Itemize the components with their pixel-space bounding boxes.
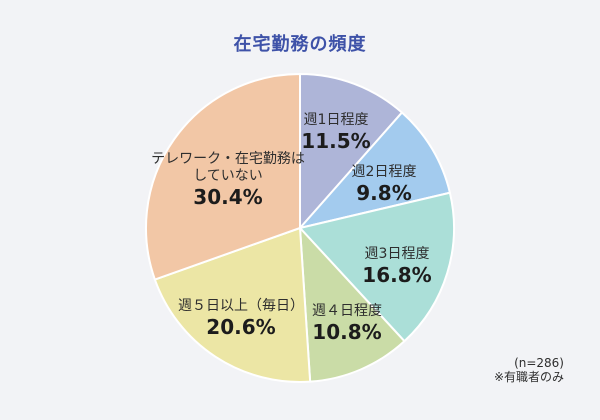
pie-slice-2 [299,191,455,343]
pie-slice-3 [299,227,406,383]
chart-note: (n=286) ※有職者のみ [494,356,564,384]
sample-size-note: (n=286) [514,356,564,370]
pie-slice-0 [299,73,403,229]
pie-slice-1 [299,111,451,229]
caveat-note: ※有職者のみ [493,370,564,384]
chart-title: 在宅勤務の頻度 [233,34,367,55]
pie-slice-5 [145,73,301,281]
